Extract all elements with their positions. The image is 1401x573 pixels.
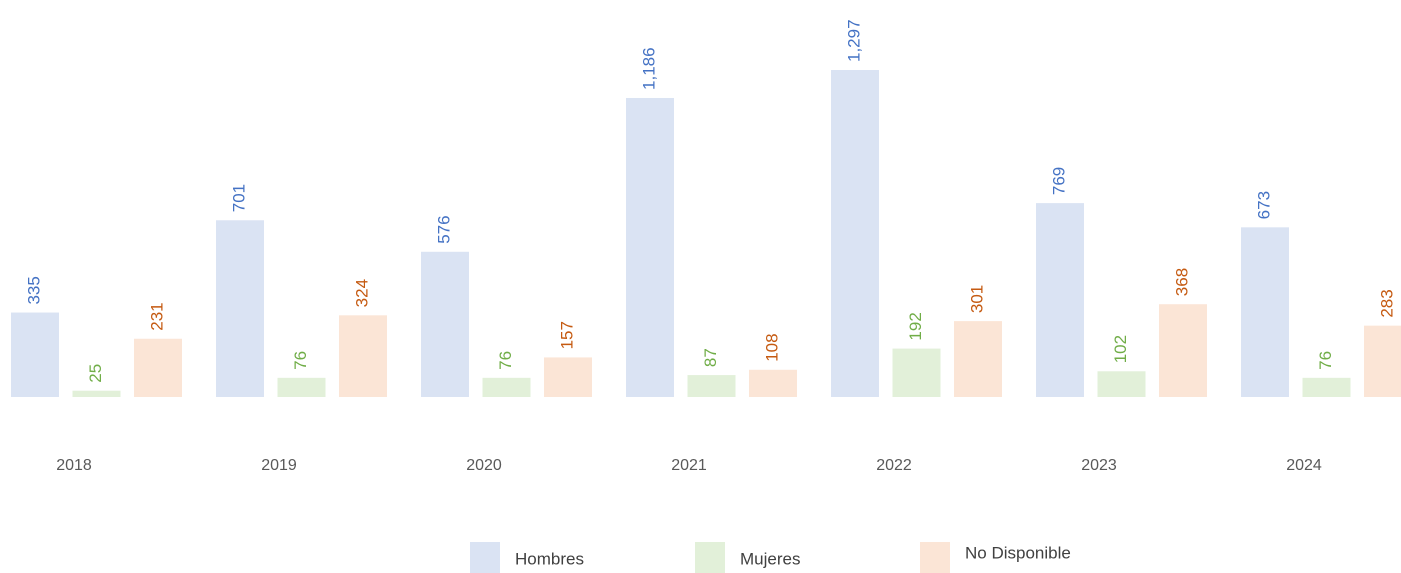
legend-label: No Disponible (965, 543, 1071, 562)
bar (1097, 371, 1146, 397)
value-label: 76 (496, 351, 515, 370)
value-label: 283 (1377, 289, 1396, 317)
bar (892, 348, 941, 397)
legend-swatch (695, 542, 725, 573)
bar (277, 377, 326, 397)
bar (482, 377, 531, 397)
bar (134, 338, 182, 397)
bar (1036, 203, 1084, 397)
x-tick-label: 2023 (1081, 457, 1117, 474)
value-label: 701 (229, 184, 248, 212)
value-label: 108 (762, 333, 781, 361)
value-label: 87 (701, 348, 720, 367)
value-label: 335 (24, 276, 43, 304)
x-tick-label: 2021 (671, 457, 707, 474)
legend-label: Hombres (515, 549, 584, 568)
x-tick-label: 2022 (876, 457, 912, 474)
bar (421, 251, 469, 397)
bar (1364, 325, 1401, 397)
x-tick-label: 2020 (466, 457, 502, 474)
x-tick-label: 2024 (1286, 457, 1322, 474)
value-label: 324 (352, 279, 371, 307)
legend-swatch (470, 542, 500, 573)
value-label: 673 (1254, 191, 1273, 219)
value-label: 25 (86, 364, 105, 383)
bar (72, 390, 121, 397)
bar (339, 315, 387, 397)
x-tick-label: 2019 (261, 457, 297, 474)
value-label: 1,186 (639, 47, 658, 90)
bar (749, 369, 797, 397)
bar (11, 312, 59, 397)
value-label: 301 (967, 285, 986, 313)
value-label: 157 (557, 321, 576, 349)
x-tick-label: 2018 (56, 457, 92, 474)
value-label: 231 (147, 302, 166, 330)
bar (1302, 377, 1351, 397)
value-label: 192 (906, 312, 925, 340)
bar (954, 321, 1002, 397)
bar (216, 220, 264, 397)
bar (831, 70, 879, 397)
value-label: 76 (291, 351, 310, 370)
bar (1159, 304, 1207, 397)
bar (1241, 227, 1289, 397)
legend-swatch (920, 542, 950, 573)
value-label: 769 (1049, 167, 1068, 195)
bar (544, 357, 592, 397)
bar (626, 97, 674, 397)
value-label: 1,297 (844, 19, 863, 62)
legend-label: Mujeres (740, 549, 800, 568)
bar (687, 375, 736, 397)
value-label: 76 (1316, 351, 1335, 370)
value-label: 368 (1172, 268, 1191, 296)
value-label: 576 (434, 215, 453, 243)
value-label: 102 (1111, 335, 1130, 363)
